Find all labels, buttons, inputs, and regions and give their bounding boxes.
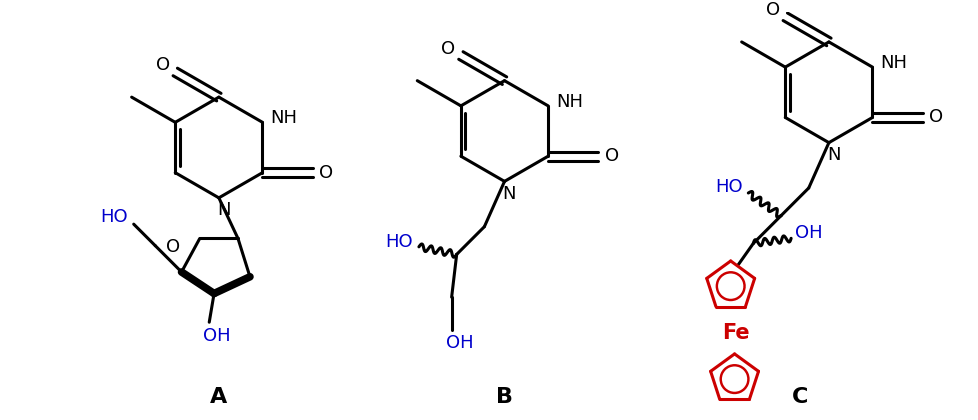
Text: OH: OH <box>794 224 822 242</box>
Text: O: O <box>319 164 333 182</box>
Text: N: N <box>502 185 515 203</box>
Text: O: O <box>166 239 180 257</box>
Text: HO: HO <box>101 208 128 226</box>
Text: OH: OH <box>203 327 231 345</box>
Text: HO: HO <box>714 178 742 196</box>
Text: N: N <box>217 202 230 219</box>
Text: B: B <box>496 387 512 407</box>
Text: OH: OH <box>445 334 472 352</box>
Text: HO: HO <box>385 233 413 251</box>
Text: O: O <box>156 56 169 74</box>
Text: NH: NH <box>556 93 582 111</box>
Text: N: N <box>826 146 840 164</box>
Text: NH: NH <box>270 110 297 127</box>
Text: NH: NH <box>879 54 907 72</box>
Text: O: O <box>441 40 455 58</box>
Text: O: O <box>765 1 778 19</box>
Text: O: O <box>604 147 618 165</box>
Text: C: C <box>791 387 807 407</box>
Text: A: A <box>210 387 227 407</box>
Text: O: O <box>928 108 943 126</box>
Text: Fe: Fe <box>721 323 748 343</box>
